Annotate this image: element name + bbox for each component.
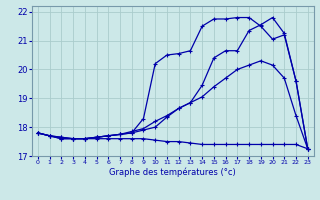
X-axis label: Graphe des températures (°c): Graphe des températures (°c) — [109, 168, 236, 177]
